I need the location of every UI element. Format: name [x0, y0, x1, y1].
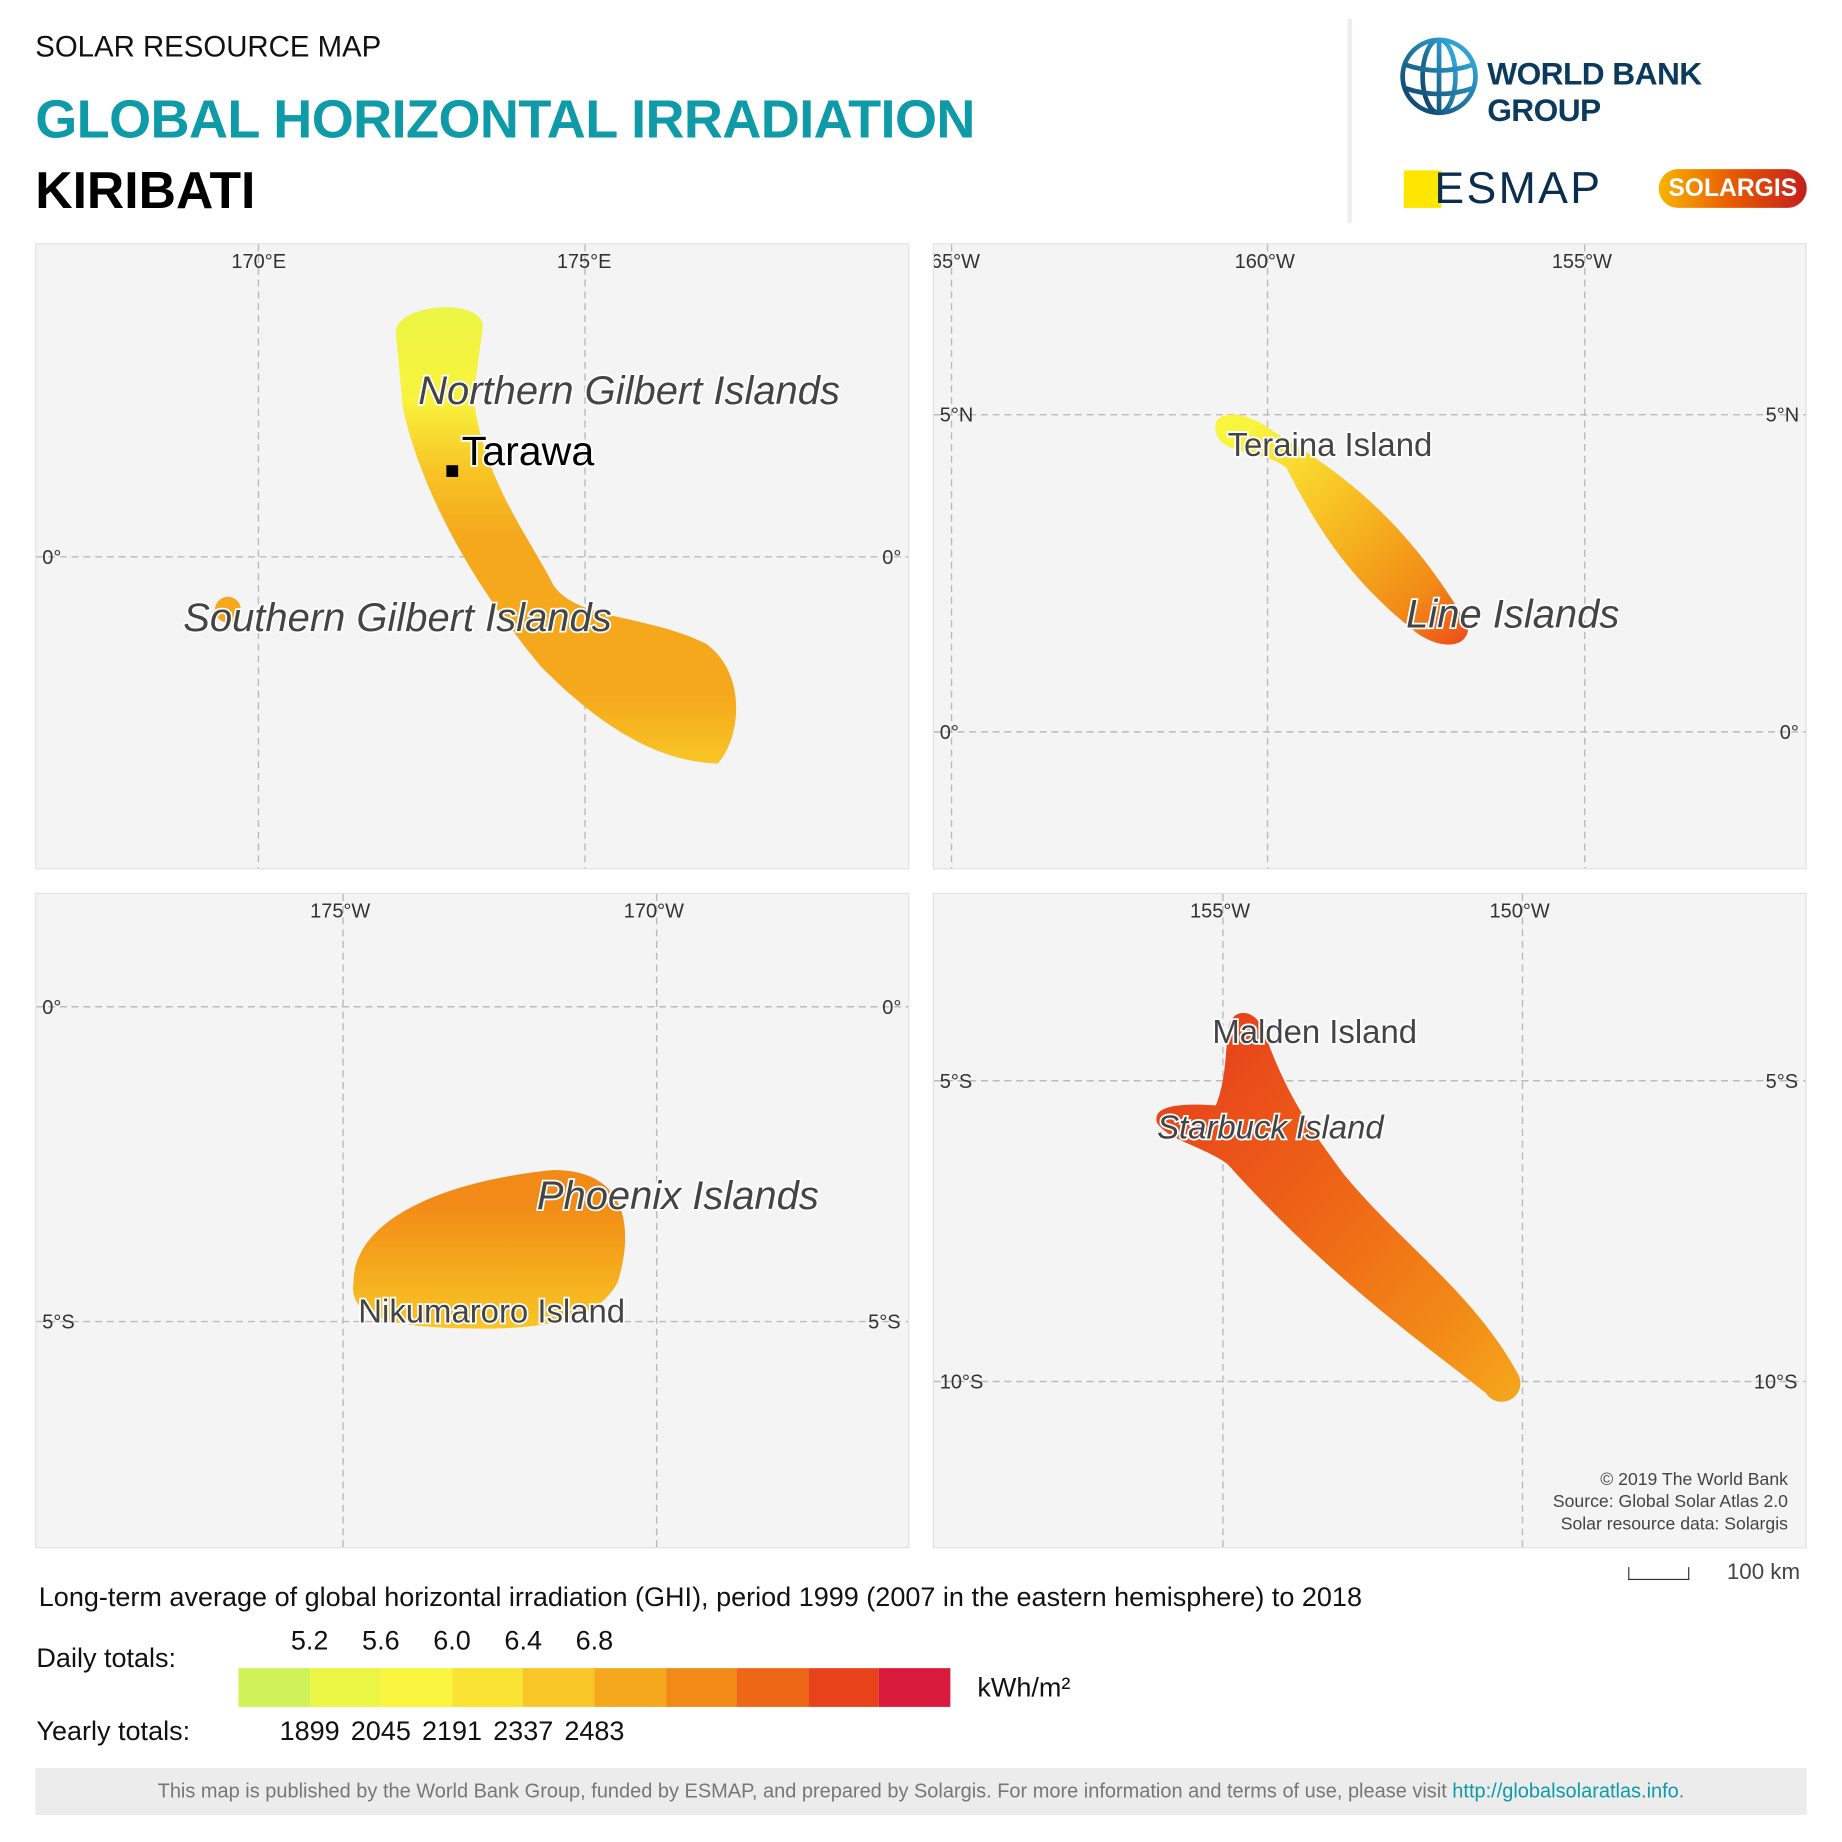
svg-text:10°S: 10°S [940, 1372, 984, 1394]
daily-value: 6.8 [575, 1624, 614, 1656]
color-step [380, 1668, 453, 1707]
color-step [523, 1668, 595, 1707]
svg-text:5°N: 5°N [940, 405, 974, 427]
color-step [665, 1668, 737, 1707]
svg-text:0°: 0° [882, 547, 901, 569]
attribution: © 2019 The World Bank Source: Global Sola… [1552, 1469, 1788, 1535]
solargis-logo: SOLARGIS [1658, 169, 1807, 208]
world-bank-text: WORLD BANK GROUP [1487, 56, 1702, 129]
scale-bar [1628, 1567, 1690, 1581]
svg-text:0°: 0° [42, 547, 61, 569]
color-step [736, 1668, 808, 1707]
yearly-value: 1899 [279, 1715, 340, 1746]
label-teraina: Teraina Island [1228, 426, 1433, 463]
label-malden: Malden Island [1212, 1013, 1417, 1050]
label-phoenix: Phoenix Islands [537, 1174, 819, 1218]
map-panel-line-islands[interactable]: 165°W 160°W 155°W 5°N 5°N 0° 0° Teraina Isla… [932, 243, 1807, 870]
svg-text:5°S: 5°S [940, 1071, 972, 1093]
svg-text:170°W: 170°W [624, 900, 684, 922]
daily-value: 5.2 [290, 1624, 329, 1656]
daily-value: 5.6 [362, 1624, 400, 1656]
divider [1347, 18, 1353, 224]
phoenix-irradiation-area [353, 1170, 626, 1329]
svg-text:165°W: 165°W [934, 251, 980, 273]
gilbert-irradiation-area [395, 307, 737, 764]
unit-label: kWh/m² [977, 1671, 1071, 1703]
label-northern-gilbert: Northern Gilbert Islands [418, 369, 840, 413]
label-starbuck: Starbuck Island [1157, 1108, 1385, 1145]
country-name: KIRIBATI [35, 162, 256, 220]
label-tarawa: Tarawa [462, 428, 595, 474]
color-scale [238, 1668, 951, 1707]
color-step [879, 1668, 951, 1707]
daily-totals-label: Daily totals: [36, 1642, 177, 1673]
footer-note: This map is published by the World Bank … [35, 1767, 1807, 1815]
daily-value: 6.4 [504, 1624, 542, 1656]
color-step [238, 1668, 310, 1707]
svg-text:0°: 0° [1780, 722, 1799, 744]
yearly-totals-label: Yearly totals: [36, 1715, 191, 1746]
capital-marker [446, 465, 459, 477]
svg-text:5°S: 5°S [868, 1312, 900, 1334]
color-step [309, 1668, 381, 1707]
svg-text:5°S: 5°S [1766, 1071, 1798, 1093]
svg-text:150°W: 150°W [1490, 900, 1550, 922]
color-step [452, 1668, 524, 1707]
svg-text:0°: 0° [940, 722, 959, 744]
map-subtitle: SOLAR RESOURCE MAP [35, 30, 382, 64]
svg-text:5°S: 5°S [42, 1312, 74, 1334]
svg-text:5°N: 5°N [1766, 405, 1800, 427]
svg-text:155°W: 155°W [1190, 900, 1250, 922]
yearly-value: 2337 [493, 1715, 554, 1746]
svg-text:155°W: 155°W [1552, 251, 1612, 273]
label-line-islands: Line Islands [1406, 592, 1619, 636]
color-step [594, 1668, 666, 1707]
southern-line-irradiation-area [1156, 1012, 1521, 1402]
map-panel-gilbert[interactable]: 170°E 175°E 0° 0° Northern Gilbert Islands… [35, 243, 910, 870]
yearly-value: 2191 [421, 1715, 483, 1746]
svg-text:0°: 0° [882, 997, 901, 1019]
label-southern-gilbert: Southern Gilbert Islands [183, 596, 611, 640]
yearly-value: 2483 [564, 1715, 625, 1746]
scale-bar-label: 100 km [1726, 1560, 1801, 1585]
globe-icon [1400, 37, 1478, 116]
map-title: GLOBAL HORIZONTAL IRRADIATION [35, 88, 975, 150]
svg-text:170°E: 170°E [231, 251, 286, 273]
legend-caption: Long-term average of global horizontal i… [38, 1581, 1362, 1612]
esmap-logo: ESMAP [1403, 164, 1604, 214]
yearly-value: 2045 [350, 1715, 411, 1746]
map-panel-phoenix[interactable]: 175°W 170°W 0° 0° 5°S 5°S Phoenix Islands N… [35, 892, 910, 1549]
svg-text:175°W: 175°W [310, 900, 370, 922]
label-nikumaroro: Nikumaroro Island [358, 1293, 625, 1330]
svg-text:160°W: 160°W [1235, 251, 1295, 273]
daily-value: 6.0 [433, 1624, 471, 1656]
atlas-link[interactable]: http://globalsolaratlas.info [1452, 1779, 1679, 1803]
color-step [807, 1668, 880, 1707]
map-panel-southern-line[interactable]: 155°W 150°W 5°S 5°S 10°S 10°S Malden Island… [932, 892, 1807, 1549]
svg-text:0°: 0° [42, 997, 61, 1019]
svg-text:175°E: 175°E [557, 251, 612, 273]
world-bank-logo: WORLD BANK GROUP [1398, 35, 1809, 128]
svg-text:10°S: 10°S [1754, 1372, 1798, 1394]
line-islands-irradiation-area [1215, 414, 1469, 645]
